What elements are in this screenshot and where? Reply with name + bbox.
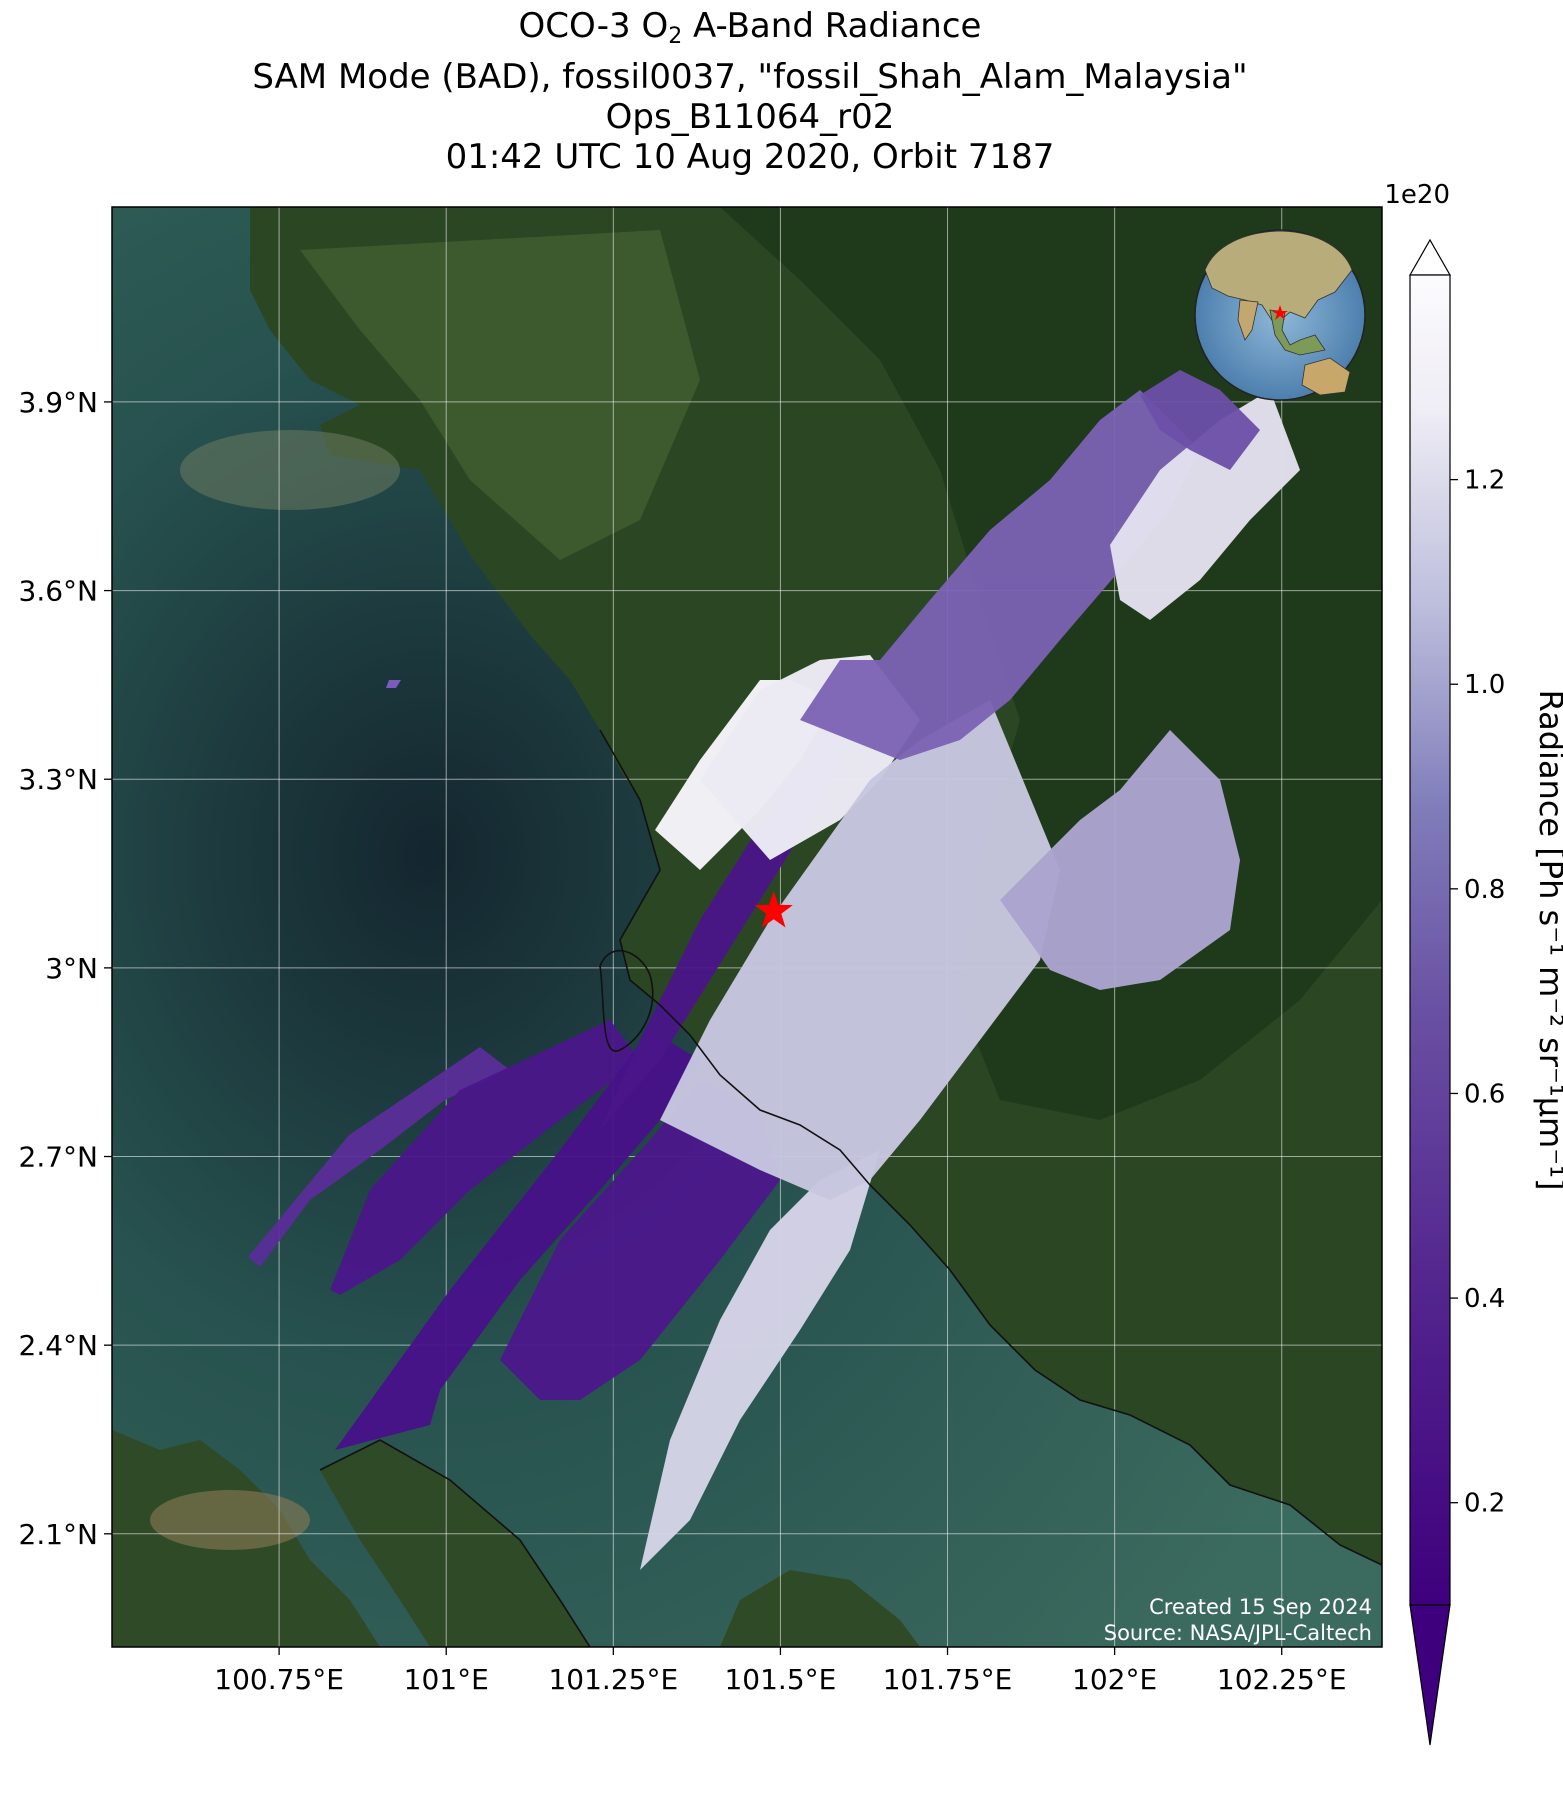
land-sumatra-east <box>320 1440 590 1647</box>
land-peninsula <box>250 207 1382 1565</box>
land-plantations <box>300 230 700 560</box>
colorbar-extend-high <box>1408 238 1452 276</box>
lat-tick-label: 3.9°N <box>19 386 98 419</box>
lon-tick-label: 100.75°E <box>214 1663 344 1696</box>
colorbar-tick-label: 0.2 <box>1464 1489 1505 1519</box>
title-line-3: Ops_B11064_r02 <box>605 97 895 137</box>
map-frame <box>111 206 1383 1648</box>
title-line-2: SAM Mode (BAD), fossil0037, "fossil_Shah… <box>252 57 1248 97</box>
sediment-plume <box>180 430 400 510</box>
lon-tick-label: 102°E <box>1072 1663 1157 1696</box>
lat-tick-label: 3.6°N <box>19 575 98 608</box>
sediment-plume-south <box>150 1490 310 1550</box>
colorbar-exponent: 1e20 <box>1384 180 1450 210</box>
swath-4 <box>500 1080 780 1400</box>
lon-tick-label: 101.25°E <box>548 1663 678 1696</box>
gridlines <box>112 207 1382 1647</box>
swath-11 <box>1000 730 1240 990</box>
land-highlands <box>720 207 1382 1120</box>
coastline <box>599 729 1382 1566</box>
land-sumatra <box>112 1430 380 1647</box>
lon-axis: 100.75°E 101°E 101.25°E 101.5°E 101.75°E 102°… <box>214 1647 1347 1696</box>
colorbar-extend-low <box>1409 1604 1451 1746</box>
credit-created: Created 15 Sep 2024 <box>1149 1595 1372 1619</box>
swath-5 <box>640 1150 880 1570</box>
lat-tick-label: 3.3°N <box>19 763 98 796</box>
globe-target-star <box>1272 305 1288 320</box>
swath-3 <box>335 1030 700 1450</box>
chart-title: OCO-3 O2 A-Band Radiance SAM Mode (BAD),… <box>0 6 1500 177</box>
credit-source: Source: NASA/JPL-Caltech <box>1104 1621 1372 1645</box>
swath-8 <box>700 655 920 860</box>
lon-tick-label: 101.5°E <box>724 1663 836 1696</box>
sea-area <box>112 207 1382 1647</box>
swath-7 <box>655 680 835 870</box>
globe-land-asia <box>1204 230 1353 326</box>
lat-tick-label: 2.7°N <box>19 1141 98 1174</box>
globe-ocean <box>1194 229 1366 401</box>
lat-tick-label: 2.4°N <box>19 1329 98 1362</box>
globe-inset <box>1194 229 1366 401</box>
lon-tick-label: 101°E <box>404 1663 489 1696</box>
lat-tick-label: 2.1°N <box>19 1518 98 1551</box>
colorbar: 0.2 0.4 0.6 0.8 1.0 1.2 1e20 Radiance [Ph s⁻¹… <box>1384 180 1563 1746</box>
swath-12 <box>1110 390 1300 620</box>
target-star-marker <box>754 891 793 928</box>
colorbar-tick-label: 1.0 <box>1464 670 1505 700</box>
basemap <box>112 207 1382 1647</box>
colorbar-gradient <box>1410 275 1450 1605</box>
land-island-south <box>720 1570 920 1647</box>
title-line-1: OCO-3 O2 A-Band Radiance <box>518 6 982 49</box>
coastline-island <box>599 949 654 1052</box>
swath-13 <box>1140 370 1260 470</box>
title-line-4: 01:42 UTC 10 Aug 2020, Orbit 7187 <box>445 137 1055 177</box>
swath-1 <box>248 1047 510 1267</box>
radiance-swaths <box>248 370 1300 1570</box>
colorbar-label: Radiance [Ph s⁻¹ m⁻² sr⁻¹μm⁻¹] <box>1532 690 1563 1191</box>
swath-9 <box>660 700 1060 1200</box>
globe-land-india <box>1237 299 1259 341</box>
globe-land-seasia <box>1269 309 1326 356</box>
swath-2 <box>330 1020 640 1295</box>
colorbar-tick-label: 0.6 <box>1464 1079 1505 1109</box>
swath-6 <box>600 720 850 1130</box>
colorbar-tick-label: 0.4 <box>1464 1284 1505 1314</box>
swath-10 <box>800 390 1200 760</box>
lat-axis: 2.1°N 2.4°N 2.7°N 3°N 3.3°N 3.6°N 3.9°N <box>19 386 112 1551</box>
colorbar-outline <box>1409 274 1451 1606</box>
colorbar-tick-label: 0.8 <box>1464 875 1505 905</box>
lon-tick-label: 102.25°E <box>1217 1663 1347 1696</box>
coastline-sumatra <box>319 1439 591 1647</box>
swath-stray <box>386 680 401 688</box>
lon-tick-label: 101.75°E <box>883 1663 1013 1696</box>
colorbar-tick-label: 1.2 <box>1464 466 1505 496</box>
lat-tick-label: 3°N <box>45 952 98 985</box>
globe-land-australia <box>1301 357 1351 396</box>
colorbar-ticks: 0.2 0.4 0.6 0.8 1.0 1.2 <box>1450 466 1505 1519</box>
